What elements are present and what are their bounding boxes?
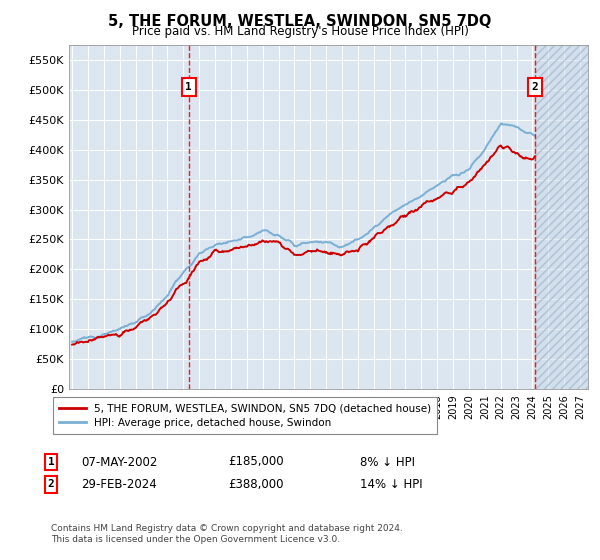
Text: 1: 1 xyxy=(185,82,192,92)
Bar xyxy=(535,45,588,389)
Text: £388,000: £388,000 xyxy=(228,478,284,491)
Bar xyxy=(535,45,588,389)
Text: 5, THE FORUM, WESTLEA, SWINDON, SN5 7DQ: 5, THE FORUM, WESTLEA, SWINDON, SN5 7DQ xyxy=(109,14,491,29)
Text: £185,000: £185,000 xyxy=(228,455,284,469)
Text: 2: 2 xyxy=(47,479,55,489)
Text: 1: 1 xyxy=(47,457,55,467)
Text: 07-MAY-2002: 07-MAY-2002 xyxy=(81,455,157,469)
Text: Price paid vs. HM Land Registry's House Price Index (HPI): Price paid vs. HM Land Registry's House … xyxy=(131,25,469,38)
Text: 8% ↓ HPI: 8% ↓ HPI xyxy=(360,455,415,469)
Text: 2: 2 xyxy=(532,82,539,92)
Text: Contains HM Land Registry data © Crown copyright and database right 2024.
This d: Contains HM Land Registry data © Crown c… xyxy=(51,524,403,544)
Legend: 5, THE FORUM, WESTLEA, SWINDON, SN5 7DQ (detached house), HPI: Average price, de: 5, THE FORUM, WESTLEA, SWINDON, SN5 7DQ … xyxy=(53,398,437,434)
Text: 29-FEB-2024: 29-FEB-2024 xyxy=(81,478,157,491)
Text: 14% ↓ HPI: 14% ↓ HPI xyxy=(360,478,422,491)
